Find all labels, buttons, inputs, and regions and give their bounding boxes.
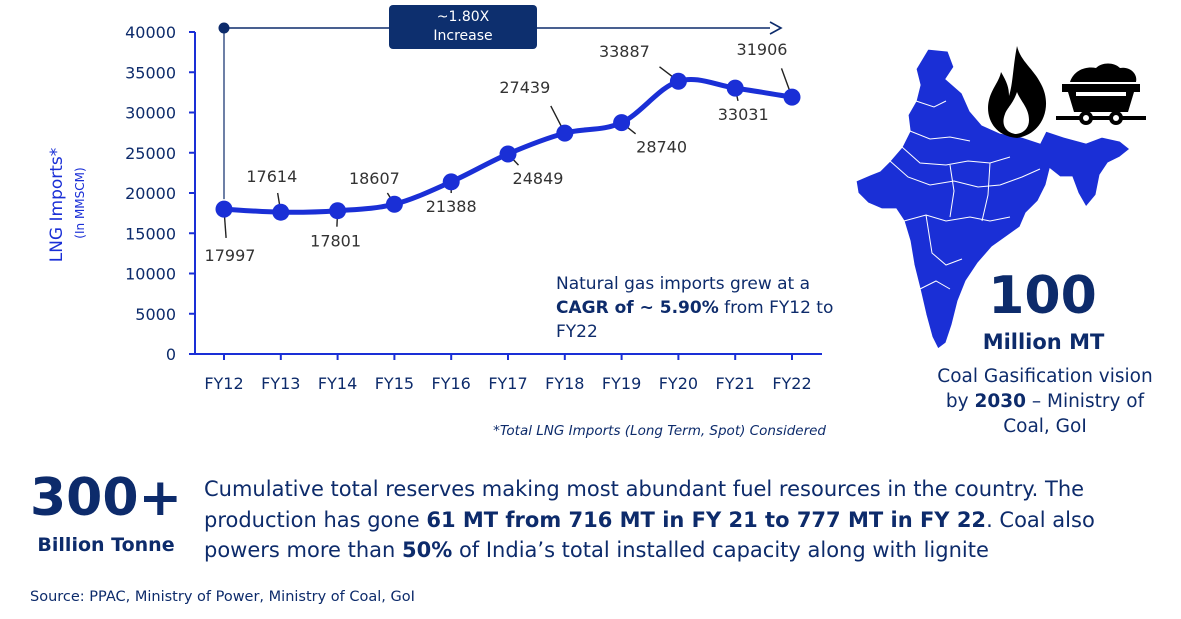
x-tick-label: FY12 [204, 374, 243, 393]
india-map-icon [855, 48, 1131, 350]
increase-arrow-head [769, 21, 783, 35]
series-lng-imports: 17997 17614 17801 18607 21388 24849 27439 28740… [205, 40, 801, 265]
x-tick-label: FY18 [545, 374, 584, 393]
data-point [442, 173, 460, 191]
x-tick-label: FY16 [432, 374, 471, 393]
data-label: 28740 [636, 138, 687, 157]
data-point [783, 88, 801, 106]
y-tick-label: 10000 [125, 265, 176, 284]
coal-cart-icon [1056, 63, 1146, 125]
data-label: 31906 [737, 40, 788, 59]
data-point [499, 145, 517, 163]
data-label: 17801 [310, 232, 361, 251]
x-tick-label: FY17 [488, 374, 527, 393]
cagr-note-text2: from FY12 to FY22 [556, 298, 834, 342]
data-label: 17997 [205, 246, 256, 265]
gasification-text1: Coal Gasification vision by [937, 366, 1153, 412]
data-label: 21388 [426, 197, 477, 216]
y-tick-label: 20000 [125, 184, 176, 203]
gasification-value: 100 [988, 266, 1097, 326]
x-tick-label: FY21 [716, 374, 755, 393]
reserves-text2: . Coal also powers more than [204, 507, 1095, 563]
data-point [329, 202, 347, 220]
gasification-text2: – Ministry of Coal, GoI [1003, 391, 1145, 437]
gasification-description: Coal Gasification vision by 2030 – Minis… [930, 364, 1160, 439]
y-tick-label: 0 [166, 345, 176, 364]
x-axis: FY12 FY13 FY14 FY15 FY16 FY17 FY18 FY19 FY20 FY21… [195, 353, 822, 393]
x-tick-label: FY22 [772, 374, 811, 393]
increase-value: ~1.80X [436, 9, 490, 25]
data-label: 18607 [349, 169, 400, 188]
cagr-note-text1: Natural gas imports grew at a [556, 274, 811, 294]
x-tick-label: FY13 [261, 374, 300, 393]
data-point [215, 200, 233, 218]
data-point [272, 203, 290, 221]
y-axis-unit-label: (In MMSCM) [73, 167, 87, 238]
flame-icon [988, 46, 1047, 138]
data-point [669, 72, 687, 90]
data-label: 24849 [513, 169, 564, 188]
reserves-text1: Cumulative total reserves making most ab… [204, 477, 1085, 532]
gasification-unit: Million MT [982, 330, 1105, 354]
y-axis-label: LNG Imports* [47, 148, 67, 263]
footnote: *Total LNG Imports (Long Term, Spot) Con… [493, 423, 826, 439]
reserves-description: Cumulative total reserves making most ab… [204, 474, 1164, 566]
increase-badge: ~1.80X Increase [389, 5, 537, 49]
y-tick-label: 30000 [125, 104, 176, 123]
reserves-unit: Billion Tonne [37, 534, 175, 556]
x-tick-label: FY19 [602, 374, 641, 393]
source-note: Source: PPAC, Ministry of Power, Ministr… [30, 589, 415, 605]
y-tick-label: 5000 [135, 305, 176, 324]
data-label: 17614 [246, 167, 297, 186]
y-tick-label: 35000 [125, 63, 176, 82]
y-tick-label: 25000 [125, 144, 176, 163]
increase-label: Increase [433, 28, 493, 44]
data-label: 33031 [718, 105, 769, 124]
y-tick-label: 40000 [125, 23, 176, 42]
data-label: 33887 [599, 42, 650, 61]
data-point [726, 79, 744, 97]
y-tick-label: 15000 [125, 224, 176, 243]
reserves-bold1: 61 MT from 716 MT in FY 21 to 777 MT in … [426, 507, 987, 532]
data-point [385, 195, 403, 213]
reserves-value: 300+ [30, 468, 183, 528]
reserves-bold2: 50% [402, 538, 453, 562]
data-label: 27439 [499, 78, 550, 97]
cagr-note-bold: CAGR of ~ 5.90% [556, 298, 719, 318]
data-point [556, 124, 574, 142]
data-point [613, 114, 631, 132]
x-tick-label: FY20 [659, 374, 698, 393]
y-axis: 0 5000 10000 15000 20000 25000 30000 35000 40000 [125, 23, 196, 364]
x-tick-label: FY14 [318, 374, 357, 393]
reserves-text3: of India’s total installed capacity alon… [452, 538, 989, 562]
cagr-note: Natural gas imports grew at a CAGR of ~ … [556, 272, 856, 344]
gasification-year: 2030 [974, 391, 1026, 412]
x-tick-label: FY15 [375, 374, 414, 393]
lng-imports-chart: 0 5000 10000 15000 20000 25000 30000 35000 40000… [47, 21, 822, 393]
